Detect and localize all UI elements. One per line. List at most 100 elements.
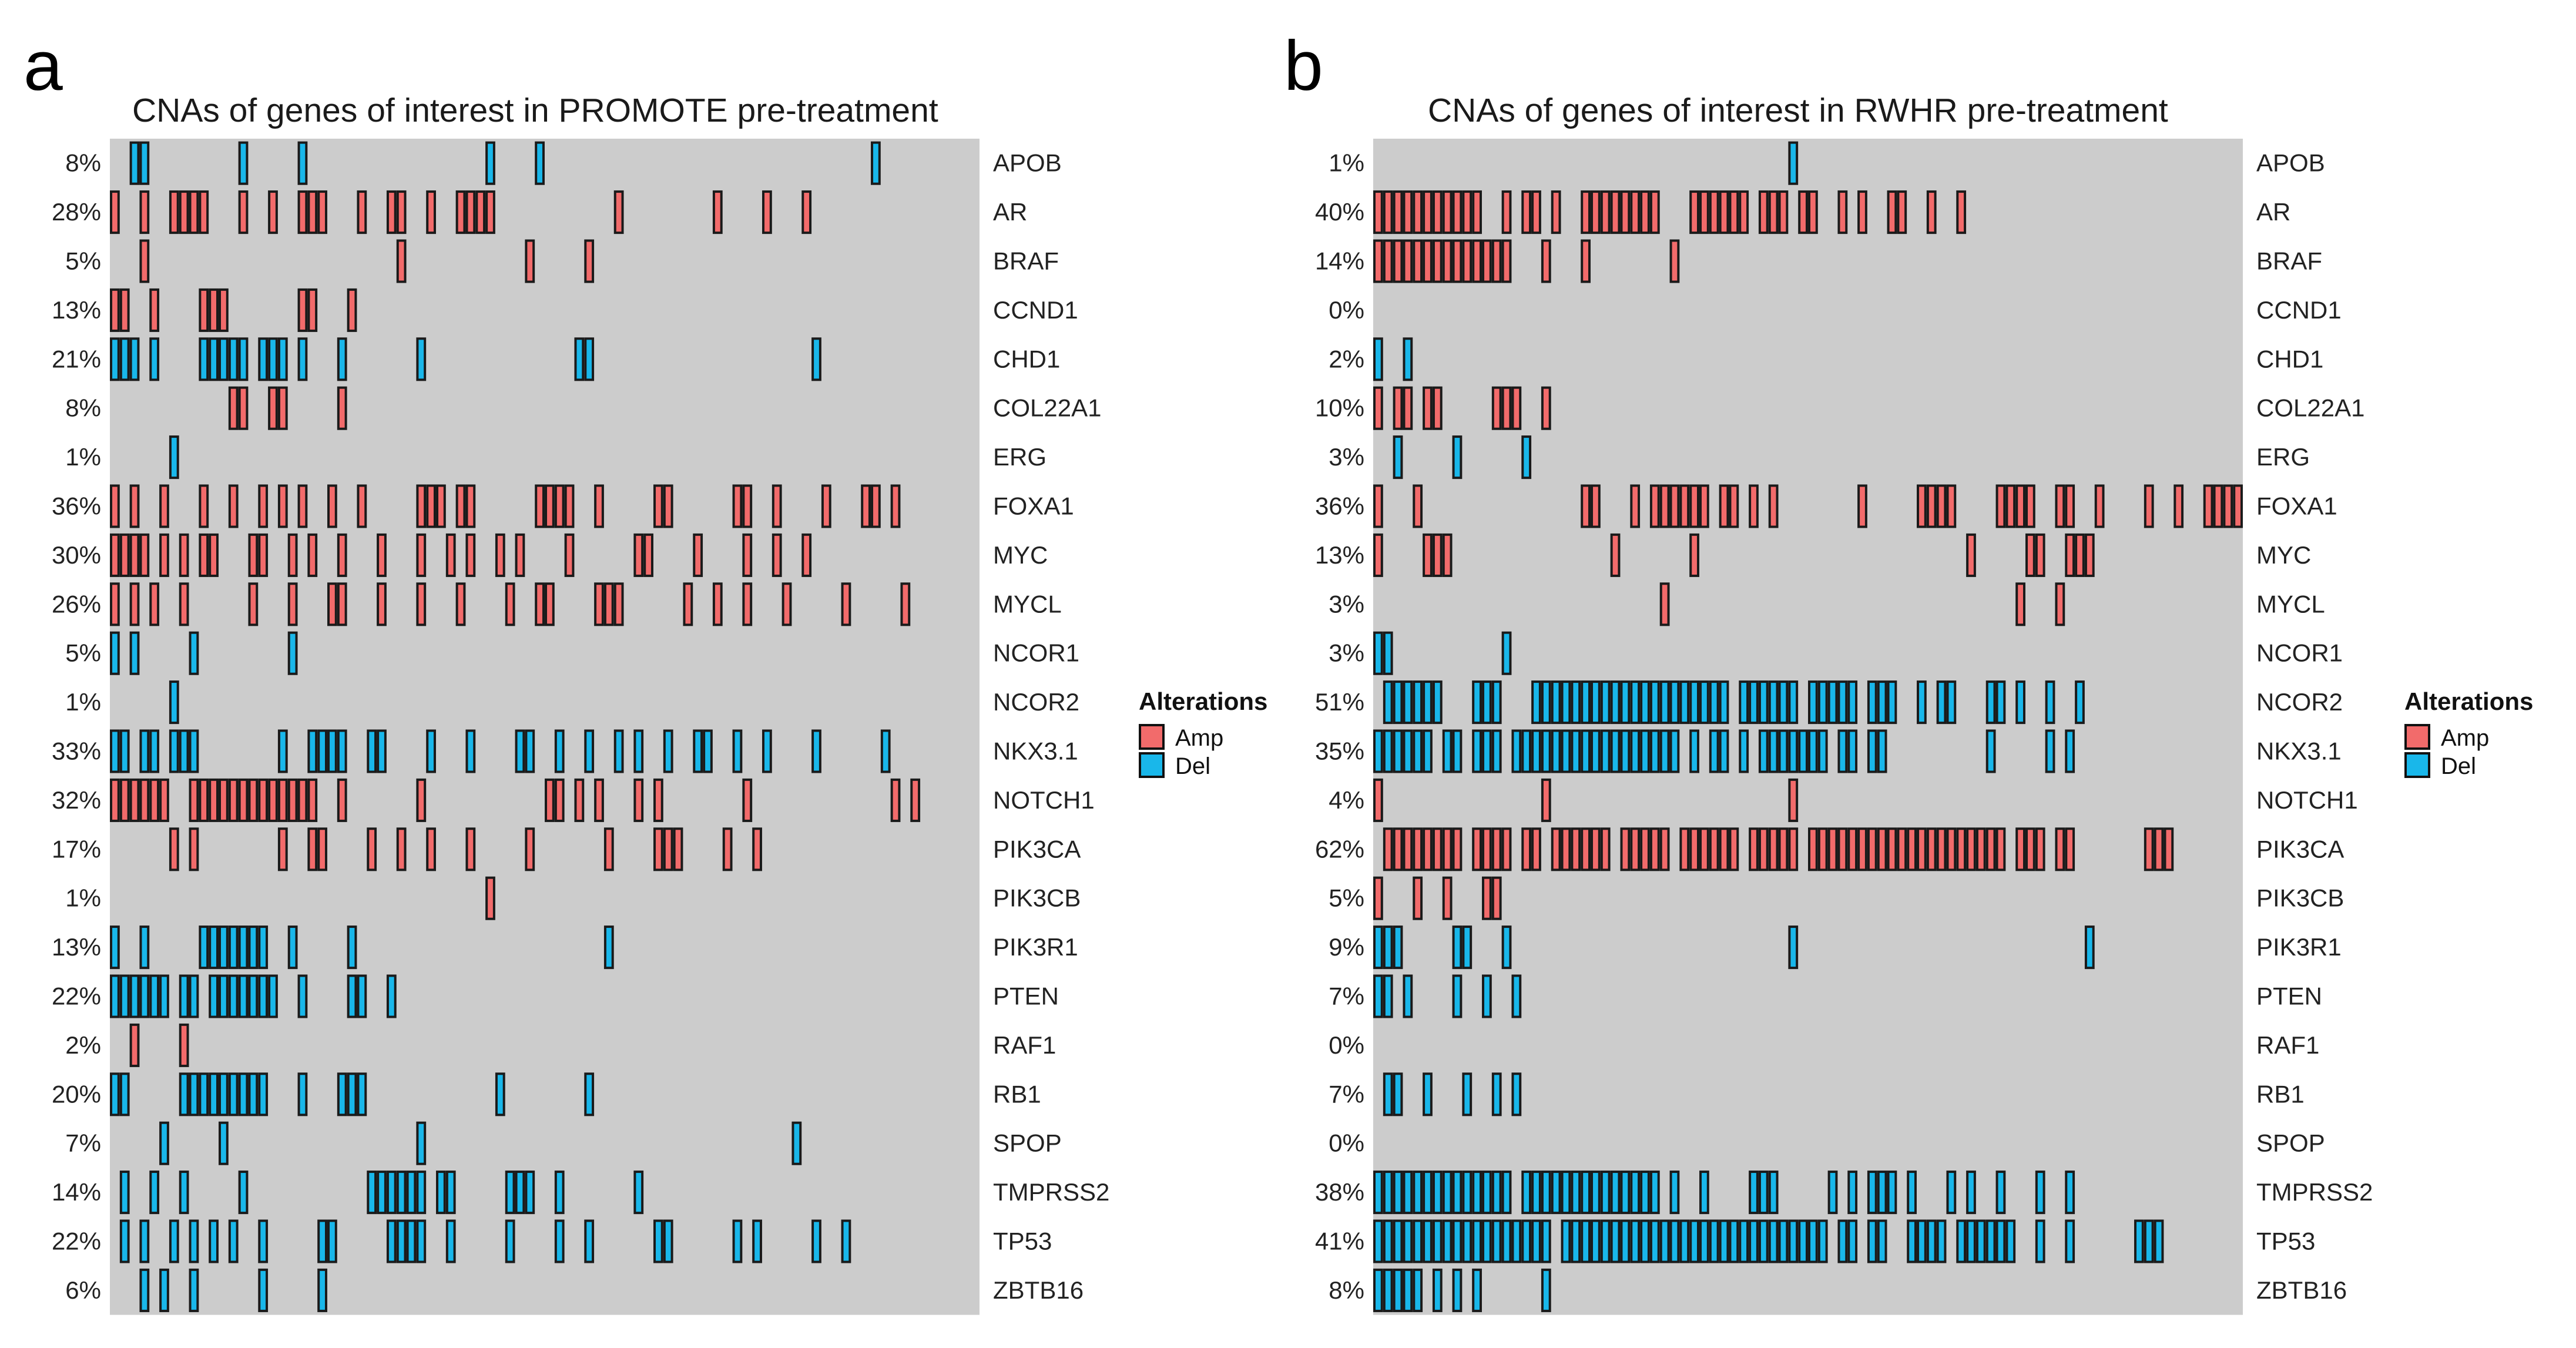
alteration-cell-pik3ca-amp bbox=[722, 827, 733, 871]
alteration-cell-rb1-del bbox=[258, 1072, 269, 1116]
alteration-cell-nkx3.1-del bbox=[1491, 729, 1502, 773]
alteration-cell-tp53-del bbox=[841, 1219, 851, 1263]
alteration-cell-ccnd1-amp bbox=[307, 288, 318, 332]
alteration-cell-pik3r1-del bbox=[209, 926, 219, 970]
alteration-cell-tmprss2-del bbox=[1432, 1171, 1443, 1215]
alteration-cell-tmprss2-del bbox=[1966, 1171, 1976, 1215]
alteration-cell-foxa1-amp bbox=[1995, 484, 2006, 528]
alteration-cell-ccnd1-amp bbox=[219, 288, 229, 332]
alteration-cell-tp53-del bbox=[1452, 1219, 1463, 1263]
alteration-cell-pik3r1-del bbox=[347, 926, 357, 970]
alteration-cell-ar-amp bbox=[179, 190, 189, 234]
alteration-cell-tmprss2-del bbox=[1827, 1171, 1838, 1215]
alteration-cell-chd1-del bbox=[258, 337, 269, 381]
alteration-cell-ncor1-del bbox=[189, 631, 199, 675]
alteration-cell-pik3ca-amp bbox=[673, 827, 683, 871]
alteration-cell-chd1-del bbox=[110, 337, 120, 381]
alteration-cell-foxa1-amp bbox=[861, 484, 871, 528]
gene-label: MYCL bbox=[993, 590, 1062, 618]
alteration-cell-nkx3.1-del bbox=[1640, 729, 1650, 773]
alteration-cell-ar-amp bbox=[1926, 190, 1937, 234]
alteration-cell-nkx3.1-del bbox=[1413, 729, 1423, 773]
percentage-label: 5% bbox=[65, 247, 101, 275]
alteration-cell-tp53-del bbox=[1630, 1219, 1641, 1263]
alteration-cell-foxa1-amp bbox=[1630, 484, 1641, 528]
percentage-label: 14% bbox=[1315, 247, 1364, 275]
gene-label: COL22A1 bbox=[2256, 394, 2364, 422]
alteration-cell-myc-amp bbox=[1610, 533, 1621, 577]
alteration-cell-pik3r1-del bbox=[1393, 926, 1403, 970]
percentage-label: 22% bbox=[52, 1228, 101, 1255]
alteration-cell-pten-del bbox=[159, 974, 169, 1018]
alteration-cell-myc-amp bbox=[287, 533, 298, 577]
gene-label: FOXA1 bbox=[993, 492, 1074, 520]
alteration-cell-zbtb16-del bbox=[1413, 1268, 1423, 1312]
alteration-cell-pik3ca-amp bbox=[1926, 827, 1937, 871]
alteration-cell-notch1-amp bbox=[910, 778, 921, 822]
alteration-cell-myc-amp bbox=[139, 533, 150, 577]
alteration-cell-ncor2-del bbox=[1423, 680, 1433, 725]
panel-a-title: CNAs of genes of interest in PROMOTE pre… bbox=[132, 92, 938, 129]
alteration-cell-col22a1-amp bbox=[238, 386, 249, 430]
alteration-cell-ar-amp bbox=[307, 190, 318, 234]
alteration-cell-tp53-del bbox=[1600, 1219, 1611, 1263]
alteration-cell-myc-amp bbox=[693, 533, 703, 577]
alteration-cell-tp53-del bbox=[1877, 1219, 1887, 1263]
alteration-cell-ncor2-del bbox=[1571, 680, 1581, 725]
alteration-cell-nkx3.1-del bbox=[317, 729, 327, 773]
alteration-cell-tp53-del bbox=[1581, 1219, 1591, 1263]
alteration-cell-braf-amp bbox=[1462, 239, 1473, 283]
alteration-cell-notch1-amp bbox=[268, 778, 278, 822]
alteration-cell-nkx3.1-del bbox=[663, 729, 673, 773]
alteration-cell-pik3ca-amp bbox=[1847, 827, 1858, 871]
alteration-cell-pik3ca-amp bbox=[1719, 827, 1729, 871]
alteration-cell-tp53-del bbox=[1659, 1219, 1670, 1263]
alteration-cell-tp53-del bbox=[1373, 1219, 1383, 1263]
alteration-cell-ar-amp bbox=[1857, 190, 1867, 234]
alteration-cell-ar-amp bbox=[1383, 190, 1393, 234]
alteration-cell-ccnd1-amp bbox=[347, 288, 357, 332]
alteration-cell-myc-amp bbox=[801, 533, 812, 577]
alteration-cell-notch1-amp bbox=[139, 778, 150, 822]
percentage-label: 38% bbox=[1315, 1178, 1364, 1206]
alteration-cell-tp53-del bbox=[1975, 1219, 1986, 1263]
alteration-cell-pik3ca-amp bbox=[1413, 827, 1423, 871]
alteration-cell-foxa1-amp bbox=[545, 484, 555, 528]
percentage-label: 7% bbox=[1329, 983, 1364, 1010]
gene-label: PTEN bbox=[2256, 983, 2322, 1010]
alteration-cell-tmprss2-del bbox=[1551, 1171, 1561, 1215]
alteration-cell-foxa1-amp bbox=[1917, 484, 1927, 528]
alteration-cell-ncor2-del bbox=[1620, 680, 1631, 725]
alteration-cell-tp53-del bbox=[228, 1219, 239, 1263]
alteration-cell-ncor2-del bbox=[1551, 680, 1561, 725]
alteration-cell-ncor2-del bbox=[2045, 680, 2055, 725]
alteration-cell-tp53-del bbox=[327, 1219, 337, 1263]
alteration-cell-ncor2-del bbox=[1749, 680, 1759, 725]
alteration-cell-pten-del bbox=[1373, 974, 1383, 1018]
alteration-cell-tp53-del bbox=[209, 1219, 219, 1263]
alteration-cell-zbtb16-del bbox=[1432, 1268, 1443, 1312]
alteration-cell-foxa1-amp bbox=[772, 484, 782, 528]
alteration-cell-nkx3.1-del bbox=[1581, 729, 1591, 773]
alteration-cell-ar-amp bbox=[1462, 190, 1473, 234]
alteration-cell-nkx3.1-del bbox=[1739, 729, 1749, 773]
gene-label: PIK3CA bbox=[993, 835, 1081, 863]
alteration-cell-tp53-del bbox=[1511, 1219, 1522, 1263]
alteration-cell-tp53-del bbox=[584, 1219, 595, 1263]
alteration-cell-pik3ca-amp bbox=[367, 827, 377, 871]
alteration-cell-ncor2-del bbox=[1491, 680, 1502, 725]
alteration-cell-foxa1-amp bbox=[594, 484, 604, 528]
alteration-cell-nkx3.1-del bbox=[179, 729, 189, 773]
alteration-cell-pik3ca-amp bbox=[1482, 827, 1492, 871]
alteration-cell-pik3r1-del bbox=[1501, 926, 1512, 970]
alteration-cell-tp53-del bbox=[1462, 1219, 1473, 1263]
alteration-cell-myc-amp bbox=[209, 533, 219, 577]
alteration-cell-col22a1-amp bbox=[1432, 386, 1443, 430]
alteration-cell-foxa1-amp bbox=[199, 484, 209, 528]
alteration-cell-pik3ca-amp bbox=[1936, 827, 1947, 871]
alteration-cell-ncor2-del bbox=[1877, 680, 1887, 725]
alteration-cell-myc-amp bbox=[2035, 533, 2045, 577]
alteration-cell-ar-amp bbox=[1521, 190, 1532, 234]
alteration-cell-pik3ca-amp bbox=[1808, 827, 1818, 871]
legend-b-title: Alterations bbox=[2404, 688, 2534, 715]
